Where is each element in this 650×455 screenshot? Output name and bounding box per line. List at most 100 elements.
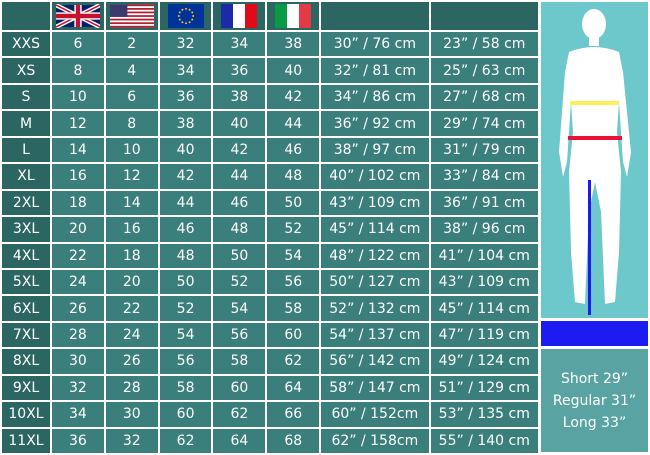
table-row: 6XL 26 22 52 54 58 52” / 132 cm 45” / 114 cm — [2, 296, 538, 321]
uk-cell: 14 — [52, 137, 104, 163]
table-row: 10XL 34 30 60 62 66 60” / 152cm 53” / 135 cm — [2, 402, 538, 427]
table-row: 5XL 24 20 50 52 56 50” / 127 cm 43” / 109 cm — [2, 269, 538, 295]
size-cell: 9XL — [2, 375, 50, 401]
fr-cell: 56 — [213, 322, 266, 348]
hip-cell: 47” / 119 cm — [430, 322, 538, 348]
eu-cell: 40 — [159, 137, 212, 163]
hip-cell: 51” / 129 cm — [430, 375, 538, 401]
uk-cell: 30 — [52, 349, 104, 374]
inseam-lengths: Short 29” Regular 31” Long 33” — [541, 349, 648, 452]
hip-cell: 49” / 124 cm — [430, 349, 538, 374]
size-cell: M — [2, 111, 50, 136]
it-cell: 42 — [267, 84, 320, 110]
table-row: XL 16 12 42 44 48 40” / 102 cm 33” / 84 cm — [2, 164, 538, 189]
eu-cell: 58 — [159, 375, 212, 401]
hip-cell: 45” / 114 cm — [430, 296, 538, 321]
fr-cell: 48 — [213, 217, 266, 242]
hip-cell: 36” / 91 cm — [430, 190, 538, 216]
uk-cell: 6 — [52, 32, 104, 57]
hip-cell: 29” / 74 cm — [430, 111, 538, 136]
size-cell: 10XL — [2, 402, 50, 427]
fr-cell: 36 — [213, 58, 266, 83]
size-cell: XXS — [2, 32, 50, 57]
waist-cell: 52” / 132 cm — [321, 296, 429, 321]
us-cell: 6 — [105, 84, 158, 110]
fr-cell: 38 — [213, 84, 266, 110]
length-short: Short 29” — [560, 370, 629, 387]
hip-cell: 41” / 104 cm — [430, 243, 538, 268]
size-cell: L — [2, 137, 50, 163]
hip-cell: 33” / 84 cm — [430, 164, 538, 189]
table-row: L 14 10 40 42 46 38” / 97 cm 31” / 79 cm — [2, 137, 538, 163]
fr-cell: 64 — [213, 428, 266, 453]
body-figure — [541, 2, 648, 318]
us-cell: 14 — [105, 190, 158, 216]
italy-flag-icon — [267, 2, 320, 30]
inseam-color-bar — [541, 321, 648, 346]
uk-cell: 36 — [52, 428, 104, 453]
table-row: 11XL 36 32 62 64 68 62” / 158cm 55” / 140 cm — [2, 428, 538, 453]
uk-cell: 20 — [52, 217, 104, 242]
eu-cell: 50 — [159, 269, 212, 295]
eu-cell: 46 — [159, 217, 212, 242]
table-row: 4XL 22 18 48 50 54 48” / 122 cm 41” / 104 cm — [2, 243, 538, 268]
eu-cell: 48 — [159, 243, 212, 268]
uk-cell: 8 — [52, 58, 104, 83]
waist-cell: 38” / 97 cm — [321, 137, 429, 163]
eu-cell: 54 — [159, 322, 212, 348]
table-row: 3XL 20 16 46 48 52 45” / 114 cm 38” / 96 cm — [2, 217, 538, 242]
uk-cell: 28 — [52, 322, 104, 348]
table-row: M 12 8 38 40 44 36” / 92 cm 29” / 74 cm — [2, 111, 538, 136]
size-cell: XL — [2, 164, 50, 189]
size-cell: 8XL — [2, 349, 50, 374]
fr-cell: 62 — [213, 402, 266, 427]
size-cell: 2XL — [2, 190, 50, 216]
uk-cell: 16 — [52, 164, 104, 189]
corner-cell — [2, 2, 50, 30]
fr-cell: 52 — [213, 269, 266, 295]
size-cell: 4XL — [2, 243, 50, 268]
us-cell: 2 — [105, 32, 158, 57]
table-row: 2XL 18 14 44 46 50 43” / 109 cm 36” / 91 cm — [2, 190, 538, 216]
it-cell: 58 — [267, 296, 320, 321]
us-cell: 18 — [105, 243, 158, 268]
fr-cell: 44 — [213, 164, 266, 189]
header-row — [2, 2, 538, 30]
us-cell: 30 — [105, 402, 158, 427]
table-row: 7XL 28 24 54 56 60 54” / 137 cm 47” / 119 cm — [2, 322, 538, 348]
us-cell: 16 — [105, 217, 158, 242]
it-cell: 64 — [267, 375, 320, 401]
length-regular: Regular 31” — [552, 392, 637, 409]
hip-cell: 31” / 79 cm — [430, 137, 538, 163]
hip-cell: 43” / 109 cm — [430, 269, 538, 295]
us-cell: 32 — [105, 428, 158, 453]
waist-cell: 56” / 142 cm — [321, 349, 429, 374]
us-cell: 26 — [105, 349, 158, 374]
waist-cell: 32” / 81 cm — [321, 58, 429, 83]
it-cell: 62 — [267, 349, 320, 374]
table-row: XXS 6 2 32 34 38 30” / 76 cm 23” / 58 cm — [2, 32, 538, 57]
hip-cell: 55” / 140 cm — [430, 428, 538, 453]
uk-cell: 22 — [52, 243, 104, 268]
waist-cell: 60” / 152cm — [321, 402, 429, 427]
size-cell: 11XL — [2, 428, 50, 453]
fr-cell: 46 — [213, 190, 266, 216]
measurement-guide: Short 29” Regular 31” Long 33” — [541, 2, 648, 452]
hip-cell: 53” / 135 cm — [430, 402, 538, 427]
waist-color-header — [321, 2, 429, 30]
hip-cell: 25” / 63 cm — [430, 58, 538, 83]
table-row: 9XL 32 28 58 60 64 58” / 147 cm 51” / 129 cm — [2, 375, 538, 401]
hip-cell: 38” / 96 cm — [430, 217, 538, 242]
waist-cell: 48” / 122 cm — [321, 243, 429, 268]
fr-cell: 50 — [213, 243, 266, 268]
waist-cell: 62” / 158cm — [321, 428, 429, 453]
size-cell: S — [2, 84, 50, 110]
uk-cell: 12 — [52, 111, 104, 136]
eu-flag-icon — [159, 2, 212, 30]
uk-cell: 32 — [52, 375, 104, 401]
france-flag-icon — [213, 2, 266, 30]
us-cell: 10 — [105, 137, 158, 163]
it-cell: 44 — [267, 111, 320, 136]
size-cell: 3XL — [2, 217, 50, 242]
